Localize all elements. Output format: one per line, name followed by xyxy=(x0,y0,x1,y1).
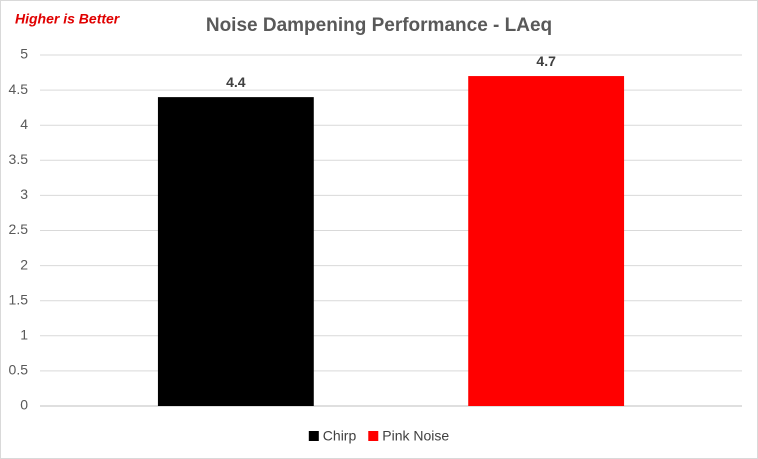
legend-swatch xyxy=(308,431,319,441)
value-label: 4.7 xyxy=(536,53,556,69)
y-tick-label: 2 xyxy=(20,256,28,272)
annotation: Higher is Better xyxy=(15,11,121,27)
y-tick-label: 2.5 xyxy=(9,221,29,237)
y-tick-label: 1 xyxy=(20,327,28,343)
y-tick-label: 3.5 xyxy=(9,151,29,167)
legend-label: Chirp xyxy=(323,428,357,444)
chart-title: Noise Dampening Performance - LAeq xyxy=(206,15,552,36)
y-tick-label: 1.5 xyxy=(9,291,29,307)
legend-label: Pink Noise xyxy=(382,428,449,444)
y-tick-label: 5 xyxy=(20,46,28,62)
y-tick-label: 0 xyxy=(20,397,28,413)
y-tick-label: 3 xyxy=(20,186,28,202)
y-tick-label: 4 xyxy=(20,116,28,132)
value-label: 4.4 xyxy=(226,74,246,90)
bar xyxy=(468,76,625,406)
y-tick-label: 4.5 xyxy=(9,81,29,97)
legend-swatch xyxy=(368,431,379,441)
bar xyxy=(157,97,314,407)
y-tick-label: 0.5 xyxy=(9,362,29,378)
